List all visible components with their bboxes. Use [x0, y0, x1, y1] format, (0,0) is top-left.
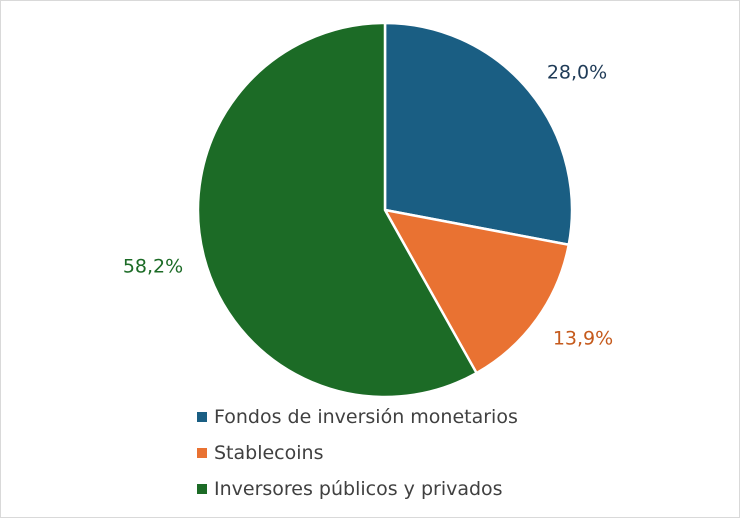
legend-swatch-inversores — [197, 484, 207, 494]
pie-value-labels: 28,0% 13,9% 58,2% — [123, 62, 613, 350]
legend-label-fondos: Fondos de inversión monetarios — [214, 406, 518, 428]
pie-slices — [196, 21, 574, 399]
legend-item-stablecoins: Stablecoins — [197, 435, 518, 471]
pie-slice-fondos — [383, 21, 574, 246]
legend-swatch-stablecoins — [197, 448, 207, 458]
legend-swatch-fondos — [197, 412, 207, 422]
legend-label-inversores: Inversores públicos y privados — [214, 478, 503, 500]
legend: Fondos de inversión monetarios Stablecoi… — [197, 399, 518, 507]
legend-item-fondos: Fondos de inversión monetarios — [197, 399, 518, 435]
pie-slice-inversores — [196, 21, 478, 399]
pie-slice-stablecoins — [383, 208, 570, 375]
value-label-stablecoins: 13,9% — [553, 328, 613, 350]
value-label-fondos: 28,0% — [547, 62, 607, 84]
legend-label-stablecoins: Stablecoins — [214, 442, 324, 464]
legend-item-inversores: Inversores públicos y privados — [197, 471, 518, 507]
value-label-inversores: 58,2% — [123, 256, 183, 278]
